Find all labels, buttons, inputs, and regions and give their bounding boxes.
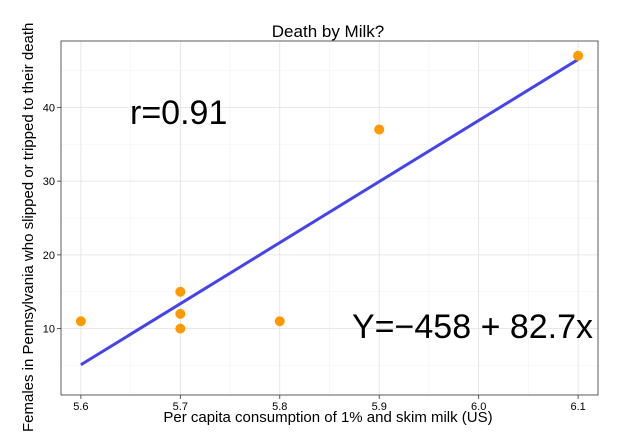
data-point — [75, 316, 86, 327]
data-point — [175, 308, 186, 319]
y-tick-label: 30 — [43, 176, 55, 188]
y-axis-title: Females in Pennsylvania who slipped or t… — [20, 23, 37, 432]
x-tick-label: 5.7 — [173, 401, 188, 413]
data-point — [573, 50, 584, 61]
x-tick-label: 5.8 — [272, 401, 287, 413]
regression-equation-annotation: Y=−458 + 82.7x — [352, 308, 593, 346]
correlation-annotation: r=0.91 — [130, 94, 227, 132]
y-tick-label: 20 — [43, 250, 55, 262]
x-tick-label: 6.0 — [471, 401, 486, 413]
data-points — [75, 50, 584, 334]
x-tick-label: 6.1 — [570, 401, 585, 413]
data-point — [374, 124, 385, 135]
x-tick-label: 5.9 — [372, 401, 387, 413]
x-axis-title: Per capita consumption of 1% and skim mi… — [163, 409, 492, 426]
axis-ticks: 5.6 5.7 5.8 5.9 6.0 6.1 10 20 30 40 — [43, 102, 586, 413]
regression-line — [80, 58, 579, 367]
gridlines — [61, 41, 598, 395]
data-point — [175, 286, 186, 297]
data-point — [175, 323, 186, 334]
plot-panel-border — [60, 40, 599, 396]
y-tick-label: 40 — [43, 102, 55, 114]
data-point — [274, 316, 285, 327]
x-tick-label: 5.6 — [73, 401, 88, 413]
fit-line-layer — [80, 58, 579, 367]
chart-title: Death by Milk? — [272, 22, 384, 41]
y-tick-label: 10 — [43, 324, 55, 336]
